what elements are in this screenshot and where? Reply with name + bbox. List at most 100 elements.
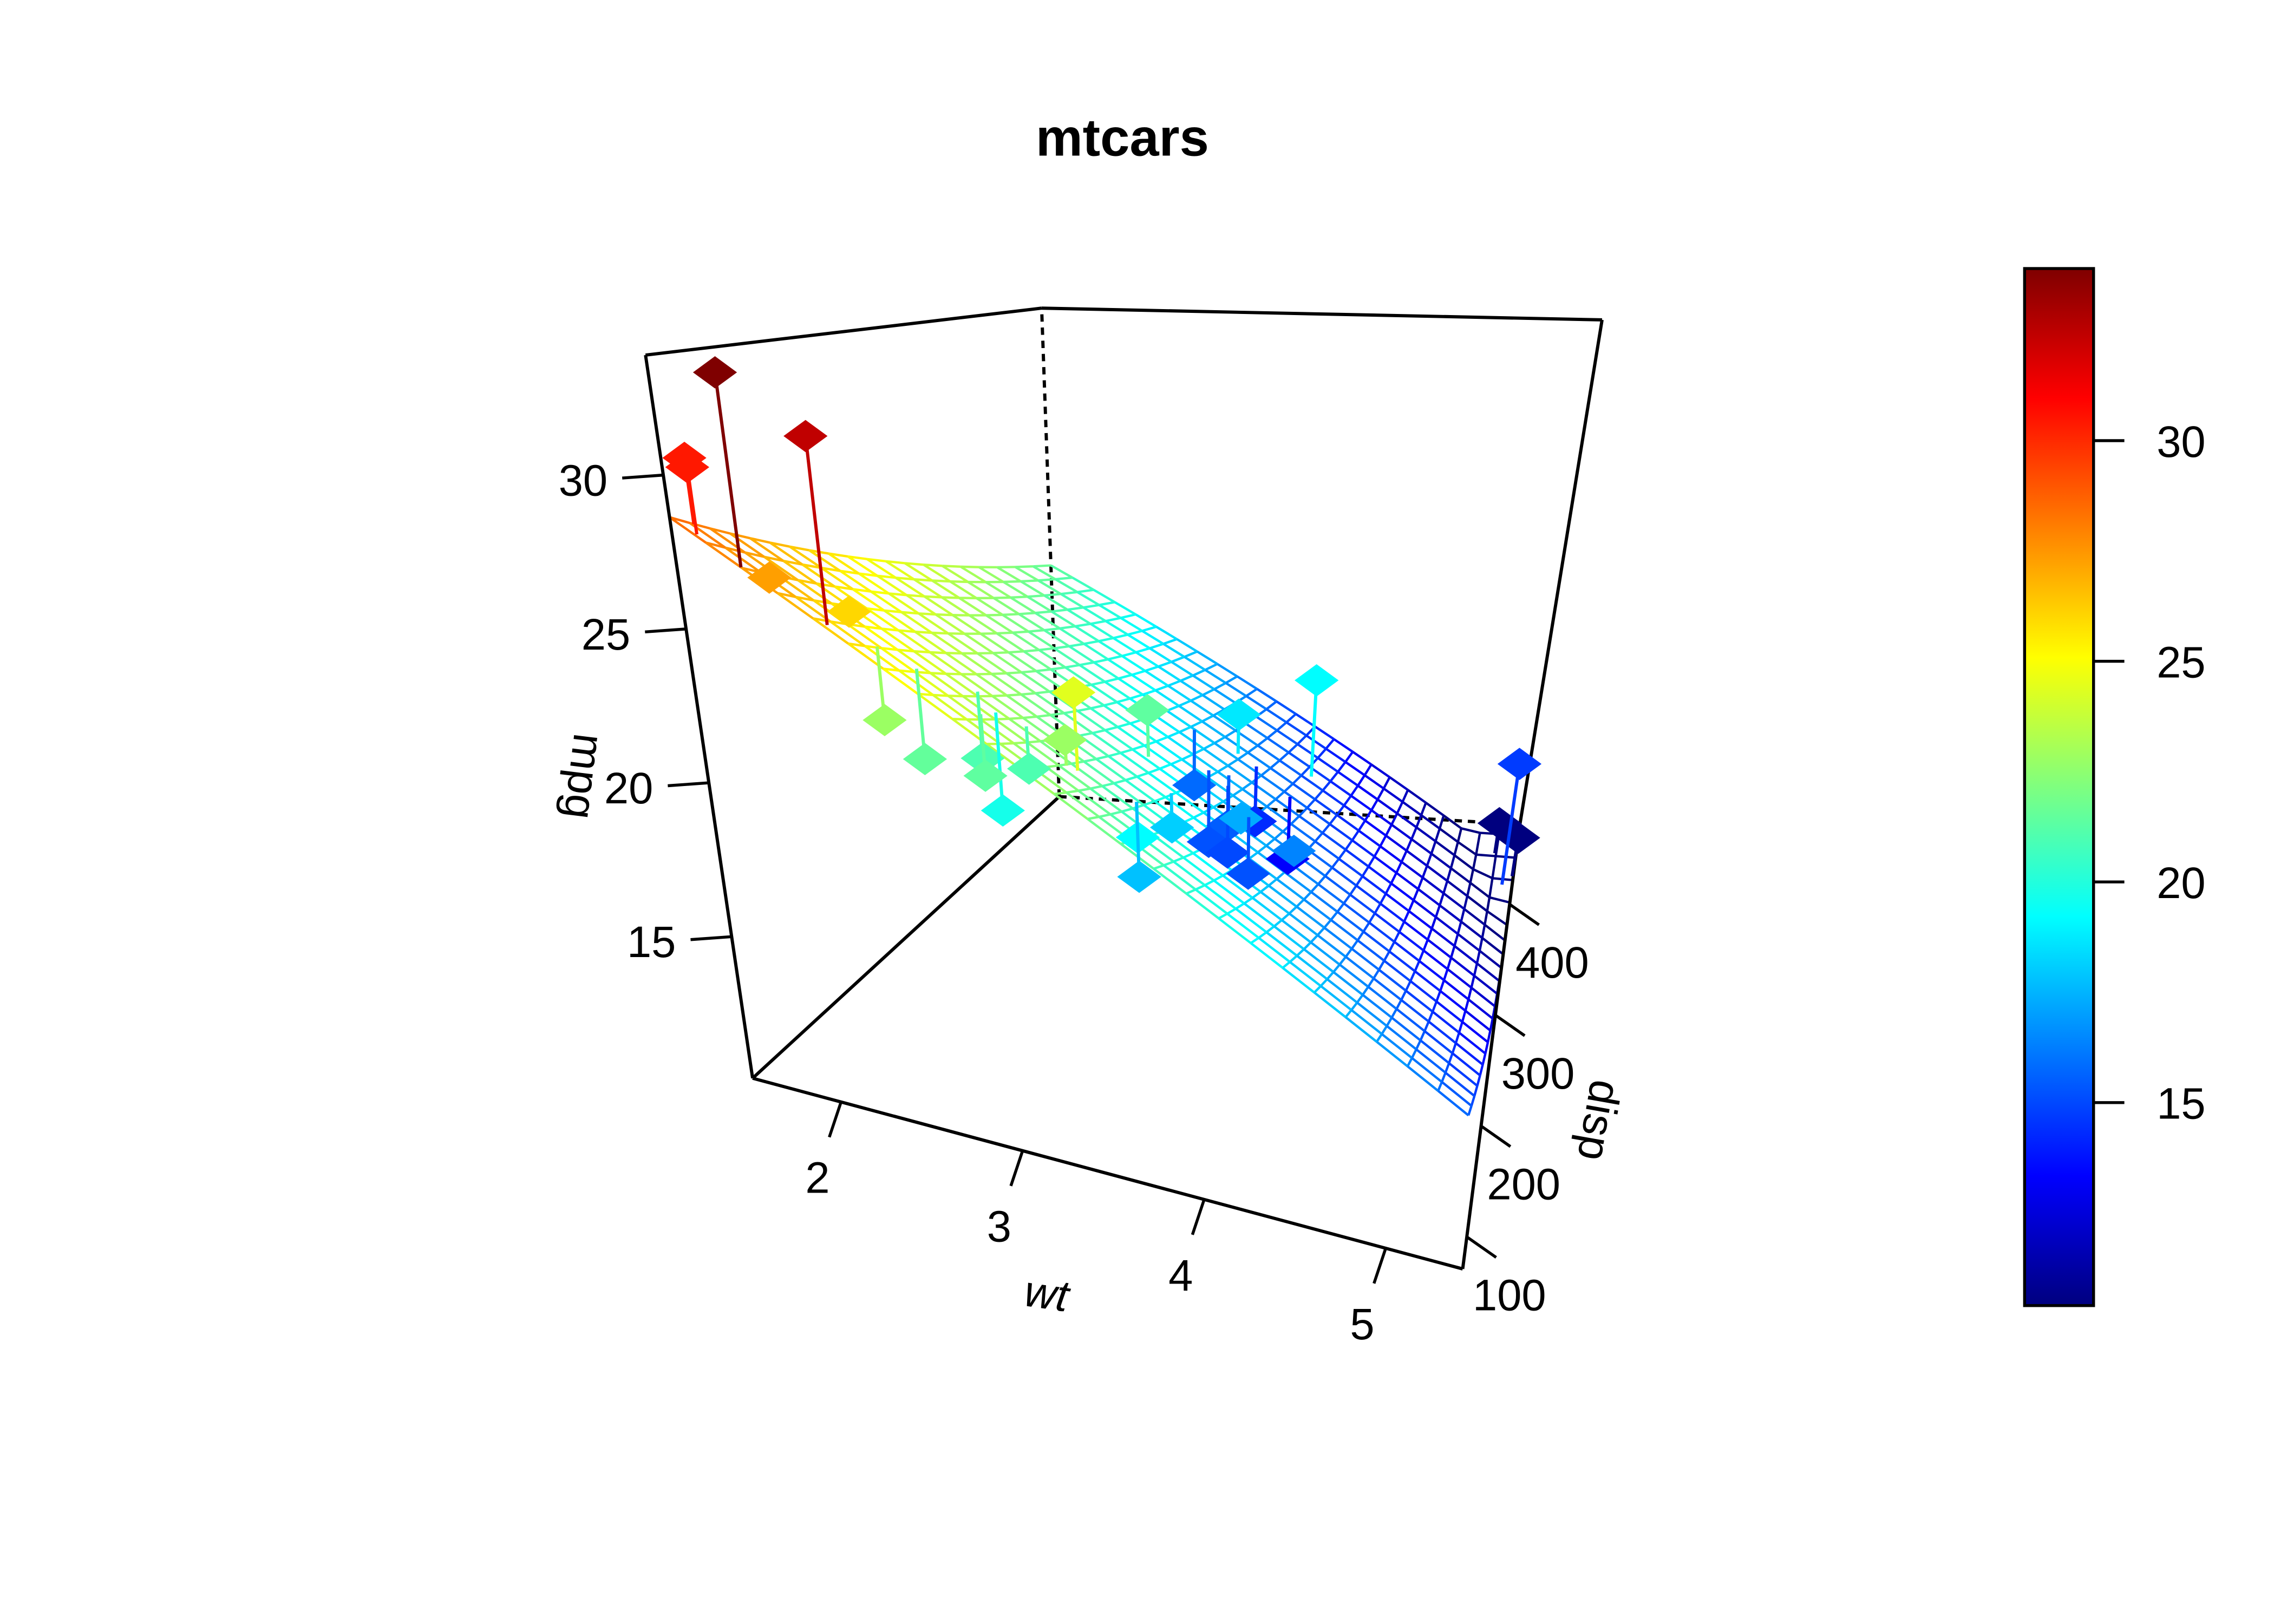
surface-gridline (914, 631, 947, 654)
surface-gridline (1475, 950, 1481, 964)
surface-gridline (996, 632, 1025, 653)
surface-gridline (1406, 1057, 1413, 1067)
surface-gridline (1303, 898, 1332, 921)
surface-gridline (1390, 1008, 1398, 1018)
surface-gridline (1281, 919, 1312, 944)
y-tick-label: 100 (1473, 1271, 1546, 1320)
surface-gridline (1296, 899, 1305, 908)
z-axis-label: mpg (554, 731, 614, 822)
surface-gridline (1363, 764, 1373, 776)
surface-gridline (1463, 895, 1469, 909)
surface-gridline (1355, 875, 1364, 887)
surface-gridline (1390, 872, 1398, 884)
surface-gridline (1447, 968, 1472, 989)
surface-gridline (1155, 736, 1168, 743)
surface-gridline (1395, 861, 1403, 874)
surface-gridline (1250, 942, 1284, 969)
surface-gridline (1120, 748, 1133, 755)
surface-gridline (1028, 630, 1055, 650)
surface-gridline (1038, 649, 1066, 669)
surface-gridline (1473, 963, 1479, 976)
surface-gridline (1092, 729, 1106, 735)
surface-gridline (1071, 577, 1095, 591)
surface-gridline (1066, 789, 1079, 794)
surface-gridline (1064, 666, 1092, 686)
surface-gridline (1414, 970, 1441, 992)
z-tick-label: 30 (559, 456, 607, 506)
surface-gridline (1202, 688, 1215, 696)
surface-gridline (1213, 874, 1224, 882)
surface-gridline (1055, 576, 1073, 581)
surface-gridline (1265, 837, 1276, 847)
surface-gridline (1455, 1042, 1484, 1066)
surface-gridline (1388, 950, 1416, 972)
chart-title: mtcars (1036, 108, 1209, 167)
surface-gridline (1374, 903, 1382, 914)
surface-gridline (1403, 920, 1429, 941)
surface-gridline (1108, 751, 1121, 757)
surface-gridline (801, 564, 835, 588)
surface-gridline (871, 590, 889, 595)
surface-gridline (1298, 815, 1323, 834)
surface-gridline (1179, 731, 1205, 750)
surface-gridline (905, 562, 924, 566)
surface-gridline (1352, 751, 1373, 766)
surface-gridline (1283, 790, 1308, 809)
surface-gridline (1163, 860, 1174, 867)
surface-gridline (1197, 650, 1218, 665)
surface-gridline (1458, 1021, 1463, 1033)
surface-gridline (1192, 669, 1206, 677)
surface-gridline (1443, 979, 1469, 1000)
surface-gridline (1225, 675, 1238, 684)
surface-gridline (1364, 809, 1373, 821)
surface-gridline (1192, 753, 1219, 773)
surface-gridline (895, 577, 925, 598)
surface-gridline (1368, 912, 1376, 924)
surface-gridline (1426, 928, 1433, 940)
y-tick-label: 200 (1487, 1160, 1560, 1209)
z-tick (645, 627, 687, 633)
surface-gridline (1159, 763, 1172, 770)
surface-gridline (1410, 838, 1432, 855)
surface-gridline (1204, 879, 1215, 887)
surface-gridline (1437, 1081, 1443, 1092)
surface-gridline (1015, 565, 1034, 568)
surface-gridline (991, 673, 1022, 696)
surface-gridline (1303, 941, 1312, 950)
surface-gridline (1466, 895, 1488, 912)
surface-gridline (669, 516, 707, 544)
surface-gridline (1257, 844, 1267, 854)
surface-gridline (1105, 725, 1118, 731)
surface-gridline (1361, 866, 1370, 877)
surface-gridline (1213, 688, 1236, 704)
surface-gridline (1357, 820, 1367, 831)
x-axis-label: wt (1022, 1266, 1074, 1321)
surface-gridline (1391, 1017, 1421, 1042)
surface-gridline (1155, 625, 1178, 640)
surface-gridline (877, 574, 907, 597)
surface-gridline (1325, 738, 1335, 750)
surface-gridline (1313, 985, 1322, 994)
surface-gridline (1007, 693, 1022, 697)
surface-gridline (1090, 707, 1119, 728)
surface-gridline (1290, 815, 1301, 825)
surface-gridline (1390, 882, 1415, 901)
surface-gridline (1357, 939, 1385, 962)
surface-gridline (1213, 879, 1245, 905)
surface-gridline (958, 597, 987, 617)
surface-gridline (1381, 1025, 1388, 1035)
surface-gridline (967, 581, 995, 599)
surface-gridline (1408, 900, 1415, 912)
surface-gridline (945, 672, 978, 698)
surface-gridline (829, 620, 866, 647)
surface-gridline (1099, 813, 1111, 818)
surface-gridline (1310, 891, 1338, 913)
colorbar-tick-label: 30 (2157, 417, 2205, 467)
surface-gridline (1284, 871, 1312, 893)
surface-gridline (1435, 916, 1459, 935)
surface-gridline (1332, 971, 1364, 996)
surface-gridline (1270, 767, 1294, 785)
box-edges (644, 306, 1604, 1271)
surface-gridline (1166, 710, 1192, 728)
surface-gridline (1450, 957, 1475, 977)
